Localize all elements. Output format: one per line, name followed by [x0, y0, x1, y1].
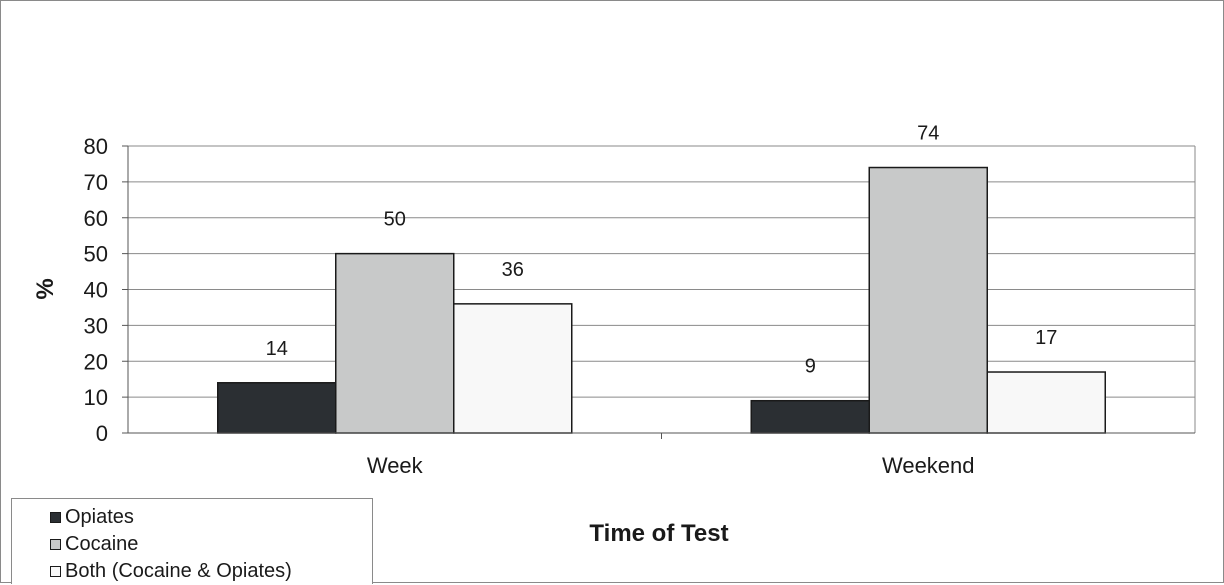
y-tick-label-20: 20 [84, 349, 108, 374]
legend-item-opiates: Opiates [50, 504, 372, 531]
y-tick-label-0: 0 [96, 421, 108, 446]
legend-swatch-both [50, 566, 61, 577]
data-label-both-week: 36 [502, 259, 524, 281]
y-tick-label-50: 50 [84, 242, 108, 267]
y-tick-label-60: 60 [84, 206, 108, 231]
data-label-cocaine-week: 50 [384, 209, 406, 231]
data-label-opiates-week: 14 [266, 338, 288, 360]
data-label-both-weekend: 17 [1035, 327, 1057, 349]
bar-both-week [453, 303, 573, 434]
bar-opiates-week [217, 382, 337, 434]
x-axis-title: Time of Test [589, 520, 728, 547]
data-label-cocaine-weekend: 74 [917, 123, 939, 145]
bar-cocaine-weekend [868, 166, 988, 434]
legend-item-cocaine: Cocaine [50, 531, 372, 558]
legend-label-both: Both (Cocaine & Opiates) [65, 560, 292, 582]
x-category-label-weekend: Weekend [882, 453, 975, 478]
bar-opiates-weekend [750, 399, 870, 434]
bar-both-weekend [986, 371, 1106, 434]
legend-label-cocaine: Cocaine [65, 533, 139, 555]
legend-swatch-cocaine [50, 539, 61, 550]
legend-swatch-opiates [50, 512, 61, 523]
bars [217, 166, 1106, 434]
legend-item-both: Both (Cocaine & Opiates) [50, 558, 372, 585]
y-axis-title: % [32, 278, 59, 299]
labels: 0 10 20 30 40 50 60 70 80 14 50 36 Week 9 74 17 Weekend [84, 123, 1058, 478]
bar-cocaine-week [335, 252, 455, 434]
legend: Opiates Cocaine Both (Cocaine & Opiates) [11, 498, 373, 584]
y-tick-label-70: 70 [84, 170, 108, 195]
y-tick-label-10: 10 [84, 385, 108, 410]
axes [122, 145, 1196, 439]
y-tick-label-30: 30 [84, 313, 108, 338]
y-tick-label-80: 80 [84, 134, 108, 159]
legend-label-opiates: Opiates [65, 506, 134, 528]
x-category-label-week: Week [367, 453, 424, 478]
y-tick-label-40: 40 [84, 278, 108, 303]
gridlines [128, 145, 1195, 398]
data-label-opiates-weekend: 9 [805, 356, 816, 378]
